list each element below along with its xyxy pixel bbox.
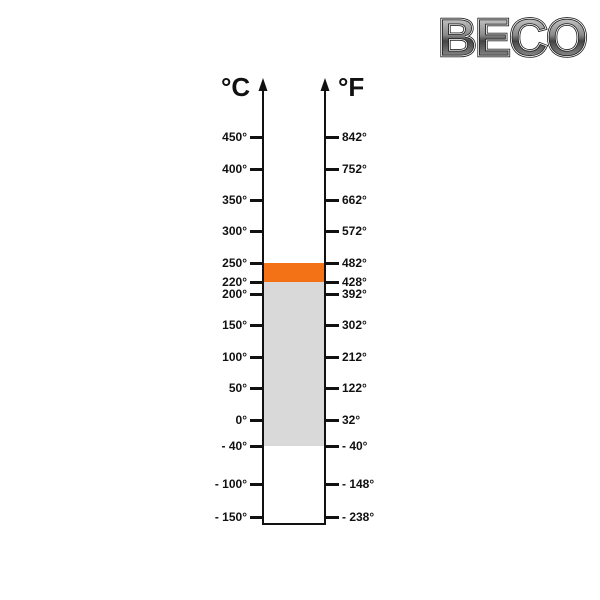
fahrenheit-tick [326,483,339,486]
celsius-tick-label: - 150° [214,510,247,524]
celsius-tick-label: 400° [222,162,247,176]
fahrenheit-tick-label: 428° [342,275,367,289]
celsius-arrow-icon [258,78,268,91]
celsius-tick-label: - 100° [214,477,247,491]
fahrenheit-tick [326,262,339,265]
celsius-tick-label: 200° [222,287,247,301]
celsius-tick [250,445,263,448]
fahrenheit-tick [326,168,339,171]
fahrenheit-axis [324,88,326,525]
fahrenheit-tick-label: 752° [342,162,367,176]
fahrenheit-tick-label: 122° [342,381,367,395]
fahrenheit-tick [326,419,339,422]
fahrenheit-tick-label: - 148° [342,477,375,491]
fahrenheit-tick-label: 212° [342,350,367,364]
fahrenheit-tick-label: - 238° [342,510,375,524]
fahrenheit-tick [326,324,339,327]
celsius-tick-label: 300° [222,224,247,238]
fahrenheit-tick [326,136,339,139]
celsius-tick [250,199,263,202]
fahrenheit-tick-label: 32° [342,413,361,427]
celsius-tick-label: 250° [222,256,247,270]
fahrenheit-tick-label: 662° [342,193,367,207]
scale-bottom-line [262,523,326,525]
celsius-tick-label: 350° [222,193,247,207]
celsius-tick [250,136,263,139]
fahrenheit-tick-label: 842° [342,130,367,144]
svg-text:BECO: BECO [438,8,586,64]
celsius-tick-label: 220° [222,275,247,289]
svg-text:BECO: BECO [438,8,586,64]
fahrenheit-tick-label: 482° [342,256,367,270]
range-band-peak [263,263,325,282]
celsius-tick [250,281,263,284]
fahrenheit-tick [326,293,339,296]
celsius-tick [250,293,263,296]
celsius-tick [250,262,263,265]
fahrenheit-tick-label: 392° [342,287,367,301]
celsius-tick-label: 100° [222,350,247,364]
celsius-tick [250,387,263,390]
fahrenheit-tick-label: 302° [342,318,367,332]
fahrenheit-tick-label: 572° [342,224,367,238]
celsius-tick-label: 50° [228,381,247,395]
fahrenheit-tick [326,281,339,284]
fahrenheit-arrow-icon [320,78,330,91]
fahrenheit-tick [326,516,339,519]
fahrenheit-unit-label: °F [338,72,365,102]
celsius-tick-label: 0° [235,413,247,427]
beco-logo: BECO BECO [437,7,590,64]
celsius-axis [262,88,264,525]
celsius-unit-label: °C [221,72,251,102]
celsius-tick-label: - 40° [221,439,247,453]
fahrenheit-tick [326,445,339,448]
fahrenheit-tick [326,230,339,233]
fahrenheit-tick-label: - 40° [342,439,368,453]
range-band-continuous [263,282,325,446]
celsius-tick-label: 150° [222,318,247,332]
fahrenheit-tick [326,199,339,202]
celsius-tick [250,168,263,171]
celsius-tick [250,483,263,486]
celsius-tick [250,324,263,327]
fahrenheit-tick [326,387,339,390]
celsius-tick [250,516,263,519]
fahrenheit-tick [326,356,339,359]
celsius-tick [250,230,263,233]
celsius-tick-label: 450° [222,130,247,144]
celsius-tick [250,419,263,422]
celsius-tick [250,356,263,359]
